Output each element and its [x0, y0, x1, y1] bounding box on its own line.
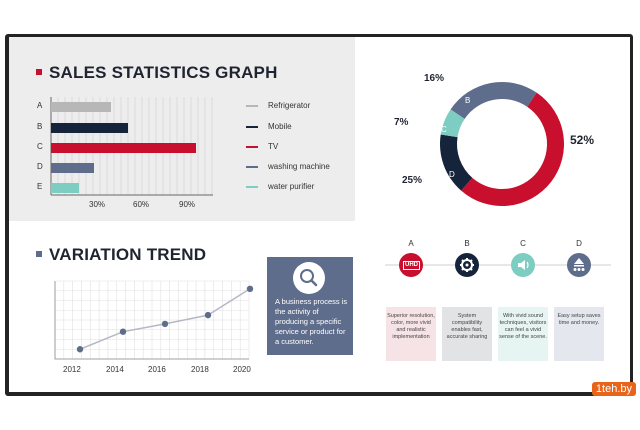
year-2012: 2012: [63, 365, 81, 374]
bar-b: [51, 123, 129, 133]
speaker-icon: [511, 253, 535, 277]
x-tick-60: 60%: [133, 200, 150, 209]
donut-letter-b: B: [465, 96, 471, 105]
category-label-d: D: [37, 162, 43, 171]
feature-card-d: Easy setup saves time and money.: [554, 307, 604, 361]
search-icon: [293, 262, 325, 294]
trend-point-2014: [119, 328, 127, 335]
legend-swatch-water-purifier: [246, 186, 258, 188]
x-tick-30: 30%: [89, 200, 106, 209]
donut-label-52: 52%: [570, 133, 595, 147]
trend-point-2016: [161, 320, 169, 328]
trend-point-2012: [76, 346, 84, 353]
donut-label-7: 7%: [394, 117, 409, 128]
trend-point-2020: [246, 285, 254, 292]
sales-panel: SALES STATISTICS GRAPH A B C D E: [9, 37, 355, 221]
bar-c: [51, 143, 197, 153]
year-2020: 2020: [233, 365, 251, 374]
trend-line: [79, 288, 251, 350]
trend-title: VARIATION TREND: [49, 245, 207, 264]
legend-tv: TV: [268, 142, 279, 151]
info-text: A business process is the activity of pr…: [275, 297, 348, 346]
donut-slice-c: [440, 109, 465, 138]
legend-washing-machine: washing machine: [268, 162, 330, 171]
year-2016: 2016: [148, 365, 166, 374]
year-2014: 2014: [106, 365, 124, 374]
x-tick-90: 90%: [179, 200, 196, 209]
bar-e: [51, 183, 79, 193]
legend-mobile: Mobile: [268, 122, 292, 131]
donut-slice-b: [440, 134, 473, 191]
watermark: 1teh.by: [591, 382, 636, 396]
feature-letter-d: D: [576, 239, 582, 248]
trend-line-chart: [54, 280, 254, 360]
feature-letter-a: A: [408, 239, 414, 248]
category-label-b: B: [37, 122, 43, 131]
feature-card-b: System compatibility enables fast, accur…: [442, 307, 492, 361]
bar-a: [51, 102, 112, 112]
legend-water-purifier: water purifier: [268, 182, 315, 191]
bar-d: [51, 163, 95, 173]
category-label-e: E: [37, 182, 43, 191]
feature-card-a: Superior resolution, color, more vivid a…: [386, 307, 436, 361]
donut-letter-c: C: [441, 125, 447, 134]
legend-swatch-refrigerator: [246, 105, 258, 107]
year-2018: 2018: [191, 365, 209, 374]
screen: SALES STATISTICS GRAPH A B C D E: [9, 37, 630, 392]
category-label-a: A: [37, 101, 43, 110]
legend-swatch-tv: [246, 146, 258, 148]
gear-icon: [455, 253, 479, 277]
donut-slice-d: [450, 82, 537, 119]
legend-swatch-washing-machine: [246, 166, 258, 168]
network-icon: [567, 253, 591, 277]
donut-label-16: 16%: [424, 73, 445, 84]
feature-card-c: With vivid sound techniques, visitors ca…: [498, 307, 548, 361]
legend-refrigerator: Refrigerator: [268, 101, 311, 110]
uhd-badge-text: UHD: [403, 261, 420, 270]
feature-letter-b: B: [464, 239, 470, 248]
info-box: A business process is the activity of pr…: [267, 257, 353, 355]
donut-label-25: 25%: [402, 175, 423, 186]
category-label-c: C: [37, 142, 43, 151]
feature-letter-c: C: [520, 239, 526, 248]
uhd-icon: UHD: [399, 253, 423, 277]
donut-slice-a: [461, 92, 564, 206]
title-bullet: [36, 69, 42, 75]
donut-chart: [440, 82, 564, 206]
trend-point-2018: [204, 311, 212, 319]
donut-letter-a: A: [539, 142, 545, 151]
sales-title: SALES STATISTICS GRAPH: [49, 63, 278, 82]
donut-letter-d: D: [449, 170, 455, 179]
trend-bullet: [36, 251, 42, 257]
legend-swatch-mobile: [246, 126, 258, 128]
